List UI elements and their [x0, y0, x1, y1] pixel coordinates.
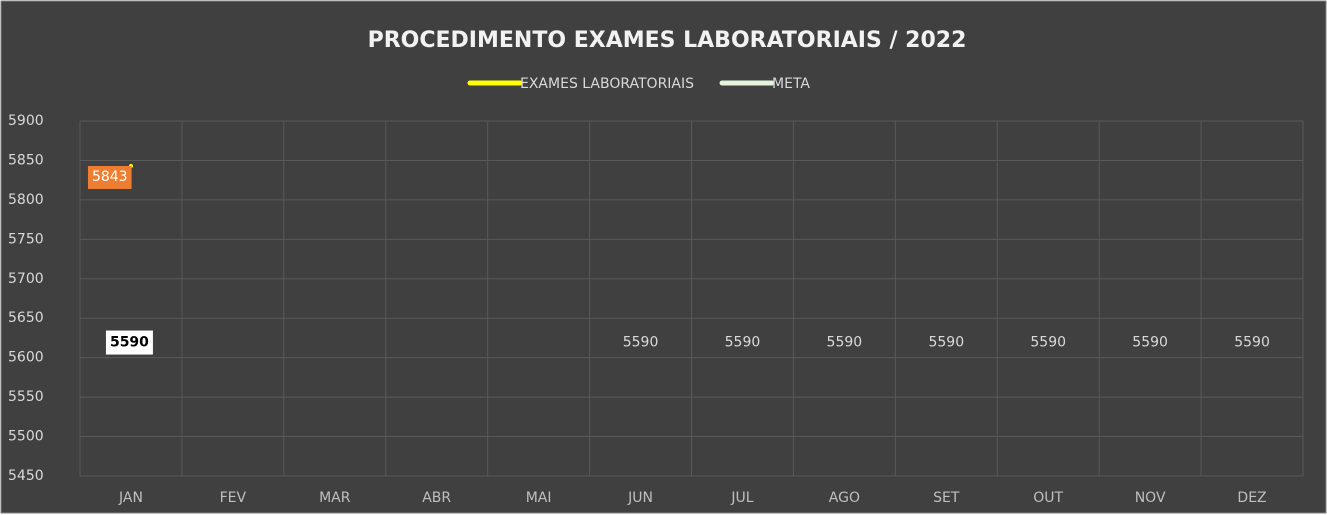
x-tick-label: DEZ: [1237, 490, 1266, 506]
x-tick-label: JUL: [730, 490, 753, 506]
y-tick-label: 5900: [8, 113, 44, 129]
data-label: 5590: [827, 335, 863, 351]
x-tick-label: FEV: [220, 490, 247, 506]
legend-label: META: [772, 76, 810, 92]
x-tick-label: MAR: [319, 490, 351, 506]
y-tick-label: 5850: [8, 152, 44, 168]
y-tick-label: 5700: [8, 271, 44, 287]
data-label: 5590: [623, 335, 659, 351]
data-label: 5590: [1234, 335, 1270, 351]
y-tick-label: 5650: [8, 310, 44, 326]
data-label: 5590: [928, 335, 964, 351]
data-label-box: [87, 165, 132, 189]
data-label: 5590: [110, 335, 149, 351]
data-label-box: [105, 330, 153, 355]
y-tick-label: 5550: [8, 389, 44, 405]
x-tick-label: JAN: [118, 490, 143, 506]
x-tick-label: SET: [933, 490, 960, 506]
legend-label: EXAMES LABORATORIAIS: [520, 76, 694, 92]
x-tick-label: MAI: [526, 490, 552, 506]
x-tick-label: OUT: [1033, 490, 1063, 506]
x-tick-label: AGO: [829, 490, 860, 506]
y-tick-label: 5750: [8, 231, 44, 247]
y-tick-label: 5450: [8, 468, 44, 484]
y-tick-label: 5800: [8, 192, 44, 208]
data-label: 5590: [725, 335, 761, 351]
x-tick-label: NOV: [1135, 490, 1166, 506]
x-tick-label: ABR: [422, 490, 451, 506]
y-tick-label: 5500: [8, 429, 44, 445]
chart-title: PROCEDIMENTO EXAMES LABORATORIAIS / 2022: [368, 28, 967, 53]
data-label: 5590: [1030, 335, 1066, 351]
y-tick-label: 5600: [8, 350, 44, 366]
data-label: 5590: [1132, 335, 1168, 351]
x-tick-label: JUN: [627, 490, 653, 506]
data-label: 5843: [92, 169, 128, 185]
